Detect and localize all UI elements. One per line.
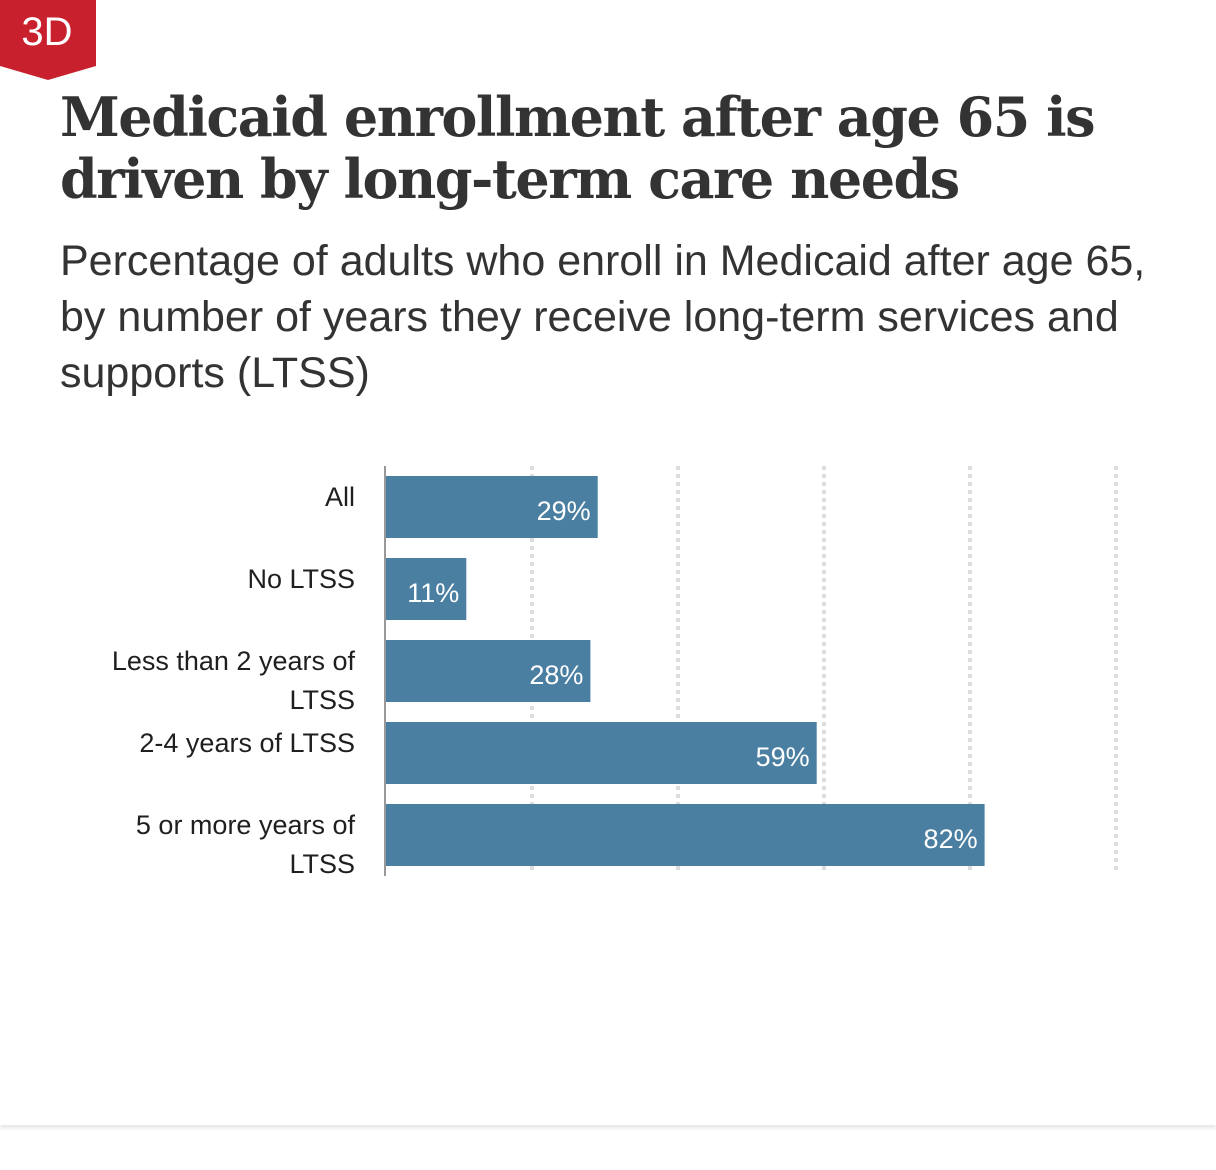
bar-4 — [386, 804, 985, 866]
data-label-0: 29% — [537, 496, 591, 526]
badge-label: 3D — [21, 10, 73, 54]
category-label-2-line-0: Less than 2 years of — [112, 646, 356, 676]
category-label-4-line-1: LTSS — [289, 849, 355, 879]
category-label-0: All — [325, 482, 355, 512]
category-label-4-line-0: 5 or more years of — [136, 810, 356, 840]
bar-chart: 29% 11% 28% 59% 82% All No LTSS Less than 2 yea… — [0, 440, 1216, 900]
category-label-1: No LTSS — [247, 564, 355, 594]
badge-shape — [0, 0, 96, 80]
data-label-4: 82% — [924, 824, 978, 854]
data-label-3: 59% — [756, 742, 810, 772]
figure-badge: 3D — [0, 0, 96, 80]
chart-subtitle: Percentage of adults who enroll in Medic… — [60, 237, 1146, 397]
category-label-2-line-1: LTSS — [289, 685, 355, 715]
chart-title: Medicaid enrollment after age 65 is driv… — [60, 85, 1096, 211]
chart-card: 3D Medicaid enrollment after age 65 is d… — [0, 0, 1216, 900]
bar-0 — [386, 476, 598, 538]
bar-1 — [386, 558, 467, 620]
bar-chart-svg: 29% 11% 28% 59% 82% All No LTSS Less than 2 yea… — [112, 466, 1118, 879]
bar-3 — [386, 722, 817, 784]
category-label-3: 2-4 years of LTSS — [139, 728, 355, 758]
bar-2 — [386, 640, 591, 702]
data-label-2: 28% — [529, 660, 583, 690]
data-label-1: 11% — [407, 578, 459, 608]
